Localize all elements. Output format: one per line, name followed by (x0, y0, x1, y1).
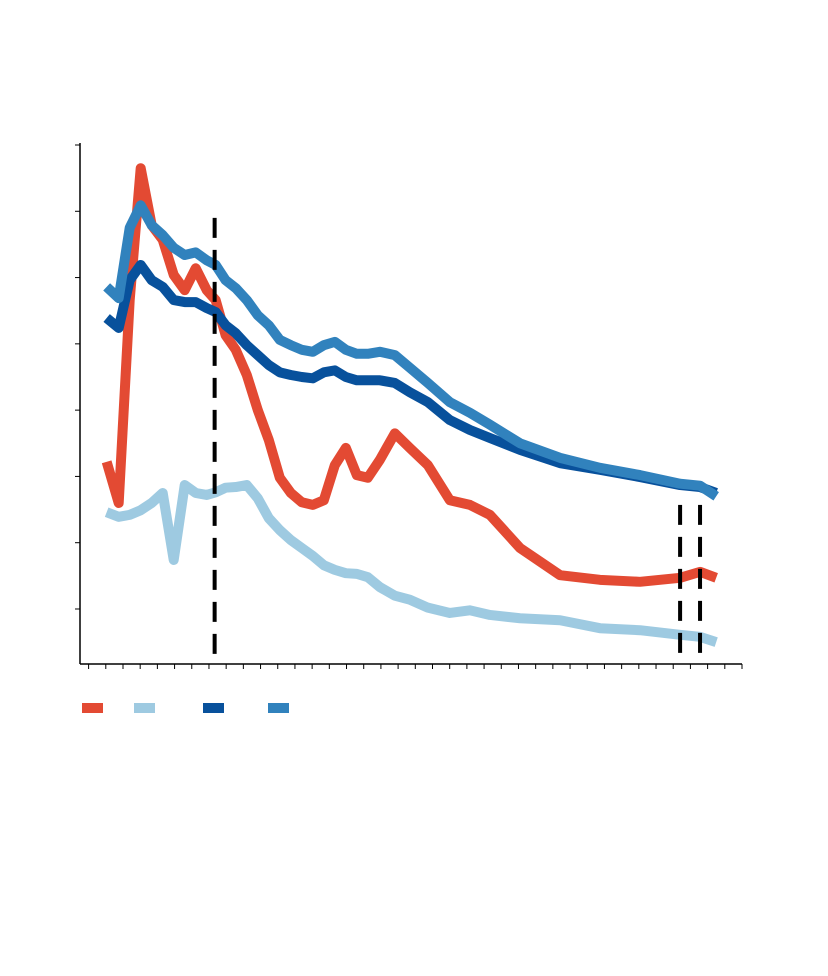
legend-swatch (268, 703, 289, 713)
series-line (104, 480, 718, 647)
series-line (103, 259, 718, 498)
legend-swatch (203, 703, 224, 713)
series-line (101, 163, 718, 587)
legend-swatch (82, 703, 103, 713)
legend-swatch (134, 703, 155, 713)
series-line (103, 200, 719, 501)
